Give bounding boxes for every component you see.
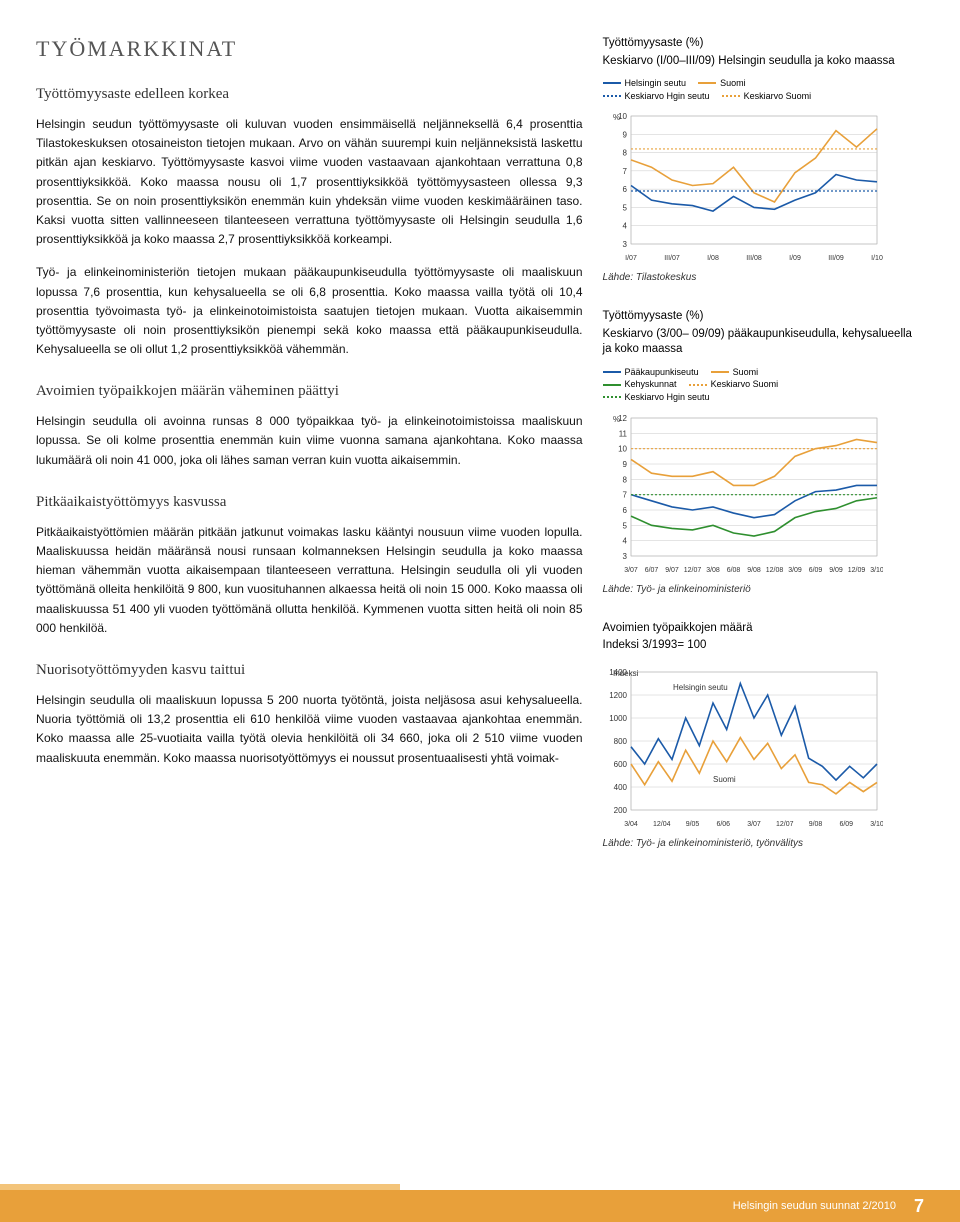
- legend-label: Keskiarvo Suomi: [711, 378, 779, 391]
- svg-text:III/09: III/09: [828, 255, 844, 262]
- chart-3: Avoimien työpaikkojen määrä Indeksi 3/19…: [603, 621, 924, 849]
- legend-label: Keskiarvo Hgin seutu: [625, 90, 710, 103]
- svg-text:6: 6: [622, 185, 627, 194]
- svg-text:III/08: III/08: [746, 255, 762, 262]
- chart-2-plot: 3456789101112%3/076/079/0712/073/086/089…: [603, 408, 883, 578]
- svg-text:800: 800: [613, 737, 627, 746]
- svg-text:9: 9: [622, 131, 627, 140]
- svg-text:Helsingin seutu: Helsingin seutu: [673, 683, 728, 692]
- svg-text:1200: 1200: [609, 691, 627, 700]
- svg-text:600: 600: [613, 760, 627, 769]
- svg-text:1000: 1000: [609, 714, 627, 723]
- subhead-2: Avoimien työpaikkojen määrän väheminen p…: [36, 383, 583, 400]
- chart-1-legend: Helsingin seutu Suomi Keskiarvo Hgin seu…: [603, 77, 924, 102]
- chart-1-plot: 345678910%I/07III/07I/08III/08I/09III/09…: [603, 106, 883, 266]
- section-title: TYÖMARKKINAT: [36, 36, 583, 62]
- svg-text:400: 400: [613, 783, 627, 792]
- chart-1-title: Työttömyysaste (%): [603, 36, 924, 52]
- svg-text:3: 3: [622, 240, 627, 249]
- svg-text:I/08: I/08: [707, 255, 719, 262]
- svg-text:3/09: 3/09: [788, 567, 802, 574]
- chart-1: Työttömyysaste (%) Keskiarvo (I/00–III/0…: [603, 36, 924, 283]
- svg-text:4: 4: [622, 222, 627, 231]
- chart-2-source: Lähde: Työ- ja elinkeinoministeriö: [603, 584, 924, 595]
- svg-text:III/07: III/07: [664, 255, 680, 262]
- publication-label: Helsingin seudun suunnat 2/2010: [733, 1200, 896, 1212]
- svg-text:6/08: 6/08: [726, 567, 740, 574]
- paragraph-1: Helsingin seudun työttömyysaste oli kulu…: [36, 115, 583, 249]
- svg-text:9/07: 9/07: [665, 567, 679, 574]
- legend-label: Keskiarvo Hgin seutu: [625, 391, 710, 404]
- svg-text:12/07: 12/07: [683, 567, 701, 574]
- svg-text:I/09: I/09: [789, 255, 801, 262]
- svg-text:9: 9: [622, 460, 627, 469]
- legend-label: Keskiarvo Suomi: [744, 90, 812, 103]
- svg-text:7: 7: [622, 490, 627, 499]
- svg-text:%: %: [613, 113, 620, 122]
- subhead-1: Työttömyysaste edelleen korkea: [36, 86, 583, 103]
- svg-text:9/08: 9/08: [747, 567, 761, 574]
- legend-label: Pääkaupunkiseutu: [625, 366, 699, 379]
- svg-text:3/07: 3/07: [747, 821, 761, 828]
- page-footer: Helsingin seudun suunnat 2/2010 7: [0, 1190, 960, 1222]
- svg-text:3: 3: [622, 552, 627, 561]
- svg-text:3/10: 3/10: [870, 567, 883, 574]
- paragraph-5: Helsingin seudulla oli maaliskuun lopuss…: [36, 691, 583, 768]
- paragraph-3: Helsingin seudulla oli avoinna runsas 8 …: [36, 412, 583, 470]
- svg-text:Indeksi: Indeksi: [613, 669, 639, 678]
- chart-3-title: Avoimien työpaikkojen määrä: [603, 621, 924, 637]
- svg-text:4: 4: [622, 536, 627, 545]
- svg-text:8: 8: [622, 475, 627, 484]
- svg-text:I/07: I/07: [625, 255, 637, 262]
- chart-3-plot: 200400600800100012001400Indeksi3/0412/04…: [603, 662, 883, 832]
- legend-label: Kehyskunnat: [625, 378, 677, 391]
- paragraph-2: Työ- ja elinkeinoministeriön tietojen mu…: [36, 263, 583, 359]
- svg-text:12/08: 12/08: [765, 567, 783, 574]
- legend-label: Suomi: [733, 366, 759, 379]
- chart-2-title: Työttömyysaste (%): [603, 309, 924, 325]
- svg-text:12/04: 12/04: [653, 821, 671, 828]
- svg-text:9/05: 9/05: [685, 821, 699, 828]
- chart-1-subtitle: Keskiarvo (I/00–III/09) Helsingin seudul…: [603, 54, 924, 70]
- svg-text:6/06: 6/06: [716, 821, 730, 828]
- legend-label: Suomi: [720, 77, 746, 90]
- chart-2-subtitle: Keskiarvo (3/00– 09/09) pääkaupunkiseudu…: [603, 327, 924, 358]
- svg-text:3/10: 3/10: [870, 821, 883, 828]
- svg-text:6/07: 6/07: [644, 567, 658, 574]
- svg-text:12/07: 12/07: [776, 821, 794, 828]
- chart-1-source: Lähde: Tilastokeskus: [603, 272, 924, 283]
- svg-text:11: 11: [618, 429, 627, 438]
- svg-text:7: 7: [622, 167, 627, 176]
- legend-label: Helsingin seutu: [625, 77, 687, 90]
- svg-text:10: 10: [618, 444, 627, 453]
- svg-text:6/09: 6/09: [839, 821, 853, 828]
- svg-text:Suomi: Suomi: [713, 775, 736, 784]
- page-number: 7: [914, 1196, 924, 1217]
- svg-text:5: 5: [622, 204, 627, 213]
- paragraph-4: Pitkäaikaistyöttömien määrän pitkään jat…: [36, 523, 583, 638]
- chart-3-source: Lähde: Työ- ja elinkeinoministeriö, työn…: [603, 838, 924, 849]
- svg-text:3/04: 3/04: [624, 821, 638, 828]
- svg-text:3/08: 3/08: [706, 567, 720, 574]
- svg-text:9/09: 9/09: [829, 567, 843, 574]
- chart-3-subtitle: Indeksi 3/1993= 100: [603, 638, 924, 654]
- chart-2: Työttömyysaste (%) Keskiarvo (3/00– 09/0…: [603, 309, 924, 594]
- svg-text:5: 5: [622, 521, 627, 530]
- svg-text:%: %: [613, 415, 620, 424]
- svg-text:200: 200: [613, 806, 627, 815]
- svg-text:I/10: I/10: [871, 255, 883, 262]
- chart-2-legend: Pääkaupunkiseutu Suomi Kehyskunnat Keski…: [603, 366, 924, 404]
- svg-text:6/09: 6/09: [808, 567, 822, 574]
- svg-text:6: 6: [622, 506, 627, 515]
- svg-text:12/09: 12/09: [847, 567, 865, 574]
- subhead-4: Nuorisotyöttömyyden kasvu taittui: [36, 662, 583, 679]
- svg-text:8: 8: [622, 149, 627, 158]
- svg-text:3/07: 3/07: [624, 567, 638, 574]
- svg-text:9/08: 9/08: [808, 821, 822, 828]
- subhead-3: Pitkäaikaistyöttömyys kasvussa: [36, 494, 583, 511]
